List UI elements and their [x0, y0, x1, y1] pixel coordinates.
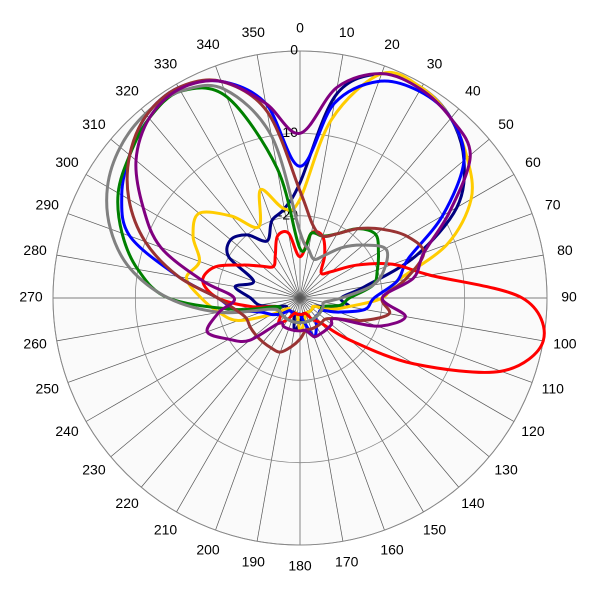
spoke [256, 54, 301, 299]
spoke [110, 297, 301, 458]
angle-label: 230 [82, 462, 106, 478]
angle-label: 330 [154, 56, 178, 72]
angle-label: 280 [23, 242, 47, 258]
angle-label: 110 [542, 381, 565, 397]
angle-label: 120 [521, 423, 545, 439]
angle-label: 20 [384, 36, 400, 52]
angle-label: 80 [557, 242, 573, 258]
ring [52, 50, 548, 546]
pattern-line [125, 78, 426, 354]
angle-label: 50 [498, 116, 514, 132]
angle-label: 140 [461, 495, 485, 511]
spoke [85, 297, 301, 422]
spoke [299, 297, 344, 542]
angle-label: 180 [288, 558, 312, 574]
angle-label: 100 [553, 335, 577, 351]
angle-label: 130 [494, 462, 518, 478]
spoke [215, 297, 301, 531]
angle-label: 240 [55, 423, 79, 439]
angle-label: 200 [196, 541, 220, 557]
r-tick-label: 0 [290, 42, 298, 58]
angle-label: 290 [36, 197, 60, 213]
angle-label: 310 [82, 116, 106, 132]
spoke [215, 65, 301, 299]
angle-label: 70 [545, 197, 561, 213]
angle-label: 60 [525, 154, 541, 170]
angle-label: 210 [154, 522, 178, 538]
spoke [140, 297, 301, 488]
angle-label: 170 [335, 554, 359, 570]
spoke [299, 83, 424, 299]
angle-label: 0 [296, 20, 304, 36]
angle-label: 300 [55, 154, 79, 170]
spoke [256, 297, 301, 542]
angle-label: 150 [423, 522, 447, 538]
angle-label: 190 [242, 554, 266, 570]
angle-label: 340 [196, 36, 220, 52]
angle-label: 320 [115, 83, 139, 99]
spoke [299, 254, 544, 299]
spoke [176, 297, 301, 513]
pattern-line [134, 72, 472, 344]
spoke [299, 108, 460, 299]
angle-label: 220 [115, 495, 139, 511]
angle-label: 30 [427, 56, 443, 72]
angle-label: 250 [36, 381, 60, 397]
angle-label: 350 [242, 24, 266, 40]
pattern-line [201, 230, 546, 374]
spoke [176, 83, 301, 299]
pattern-line [105, 83, 390, 325]
spoke [110, 138, 301, 299]
angle-label: 270 [19, 289, 43, 305]
angle-label: 160 [380, 541, 404, 557]
angle-label: 260 [23, 335, 47, 351]
spoke [67, 213, 301, 299]
angle-label: 90 [561, 289, 577, 305]
angle-label: 10 [339, 24, 355, 40]
angle-label: 40 [465, 83, 481, 99]
